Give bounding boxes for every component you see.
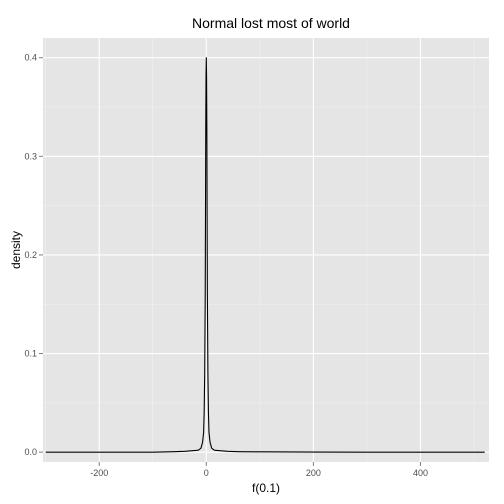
y-tick-label: 0.1 bbox=[24, 349, 37, 359]
x-tick-label: 0 bbox=[204, 468, 209, 478]
density-line bbox=[45, 57, 485, 453]
y-axis-ticks: 0.0 0.1 0.2 0.3 0.4 bbox=[24, 53, 43, 457]
chart-title: Normal lost most of world bbox=[192, 15, 350, 31]
plot-panel bbox=[43, 38, 489, 462]
y-tick-label: 0.0 bbox=[24, 447, 37, 457]
x-tick-label: 200 bbox=[306, 468, 321, 478]
x-tick-label: -200 bbox=[90, 468, 108, 478]
y-tick-label: 0.3 bbox=[24, 151, 37, 161]
y-axis-title: density bbox=[9, 231, 23, 269]
x-tick-label: 400 bbox=[413, 468, 428, 478]
x-axis-title: f(0.1) bbox=[252, 481, 280, 495]
series-layer bbox=[45, 57, 485, 453]
minor-gridlines bbox=[43, 38, 489, 462]
x-axis-ticks: -200 0 200 400 bbox=[90, 462, 428, 478]
y-tick-label: 0.4 bbox=[24, 53, 37, 63]
y-tick-label: 0.2 bbox=[24, 250, 37, 260]
